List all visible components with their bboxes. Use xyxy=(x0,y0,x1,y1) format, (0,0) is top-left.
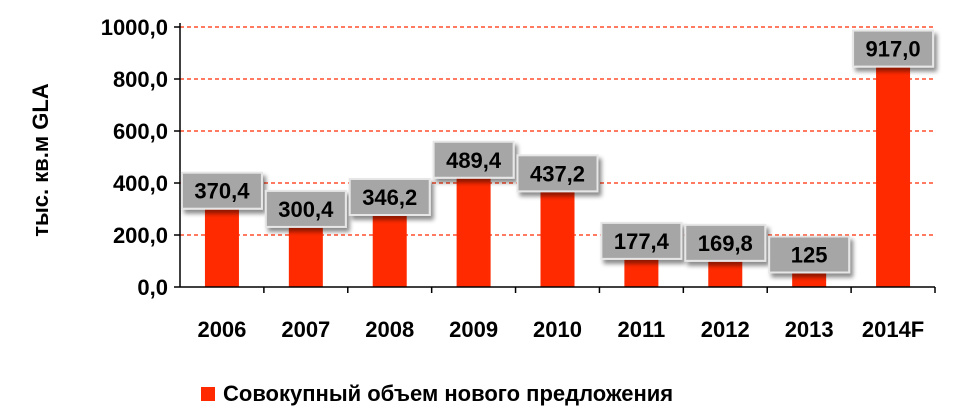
data-label-box xyxy=(264,189,347,228)
x-tick-label: 2009 xyxy=(449,317,498,342)
data-label: 125 xyxy=(768,235,851,274)
x-tick-label: 2008 xyxy=(365,317,414,342)
y-axis-title: тыс. кв.м GLA xyxy=(28,83,53,237)
data-label-text: 125 xyxy=(791,243,828,268)
legend: Совокупный объем нового предложения xyxy=(201,381,673,407)
data-label-box xyxy=(684,223,767,262)
x-tick-label: 2007 xyxy=(281,317,330,342)
y-tick-label: 200,0 xyxy=(113,223,168,248)
data-label: 169,8 xyxy=(684,223,767,262)
bar xyxy=(456,159,491,287)
y-tick-label: 1000,0 xyxy=(101,15,168,40)
y-tick-label: 600,0 xyxy=(113,119,168,144)
data-label: 346,2 xyxy=(348,177,431,216)
y-tick-label: 400,0 xyxy=(113,171,168,196)
x-tick-label: 2010 xyxy=(533,317,582,342)
data-label-text: 169,8 xyxy=(698,231,753,256)
data-label: 917,0 xyxy=(852,29,935,68)
data-label-box xyxy=(348,177,431,216)
data-label: 177,4 xyxy=(600,221,683,260)
data-label-box xyxy=(600,221,683,260)
chart-plot: 0,0 200,0 400,0 600,0 800,0 1000,0 2006 2007 200… xyxy=(28,15,936,342)
data-label: 489,4 xyxy=(432,140,515,179)
y-tick-label: 0,0 xyxy=(137,275,168,300)
data-label-box xyxy=(516,154,599,193)
x-tick-label: 2013 xyxy=(785,317,834,342)
data-label-text: 437,2 xyxy=(530,161,585,186)
bar xyxy=(876,48,911,287)
data-label: 370,4 xyxy=(180,171,263,210)
data-label-text: 917,0 xyxy=(866,37,921,62)
data-label-box xyxy=(768,235,851,274)
x-tick-label: 2012 xyxy=(701,317,750,342)
y-tick-label: 800,0 xyxy=(113,67,168,92)
data-label-text: 370,4 xyxy=(194,179,250,204)
data-label-text: 300,4 xyxy=(278,197,334,222)
x-tick-label: 2011 xyxy=(618,317,666,342)
data-label: 300,4 xyxy=(264,189,347,228)
data-label-text: 177,4 xyxy=(614,229,670,254)
data-label-box xyxy=(432,140,515,179)
legend-label: Совокупный объем нового предложения xyxy=(223,381,674,406)
data-label-text: 489,4 xyxy=(446,148,502,173)
x-tick-label: 2014F xyxy=(862,317,924,342)
legend-swatch xyxy=(201,387,215,401)
x-tick-label: 2006 xyxy=(197,317,246,342)
data-label: 437,2 xyxy=(516,154,599,193)
data-label-text: 346,2 xyxy=(362,185,417,210)
data-label-box xyxy=(180,171,263,210)
data-label-box xyxy=(852,29,935,68)
